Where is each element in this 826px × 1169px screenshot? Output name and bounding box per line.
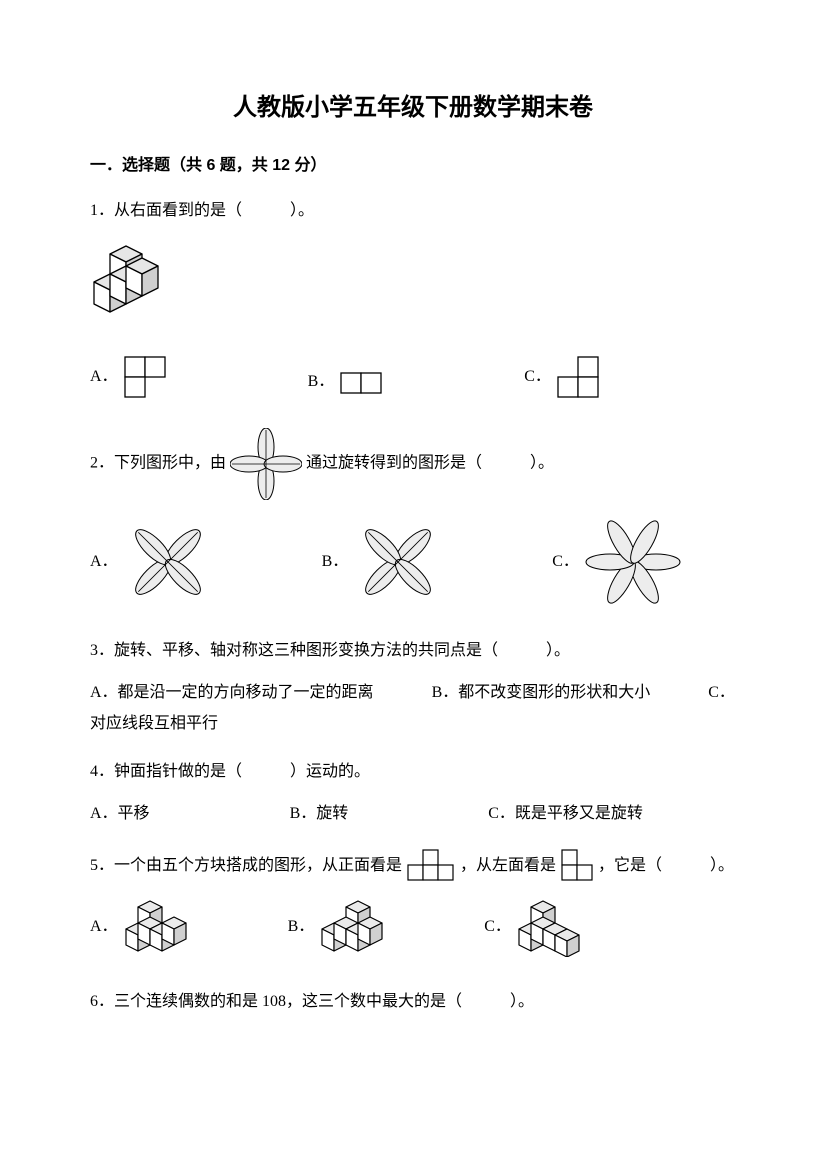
q3-b: B．都不改变图形的形状和大小 xyxy=(432,684,651,701)
q5-stem-post: ，它是（ ）。 xyxy=(598,857,734,874)
q4-a: A．平移 xyxy=(90,799,150,829)
q5-a-label: A． xyxy=(90,912,118,942)
q2-b-icon xyxy=(354,518,442,606)
q1-c-label: C． xyxy=(524,362,551,392)
q1-b-label: B． xyxy=(308,367,335,397)
q3-a: A．都是沿一定的方向移动了一定的距离 xyxy=(90,684,374,701)
q4-options: A．平移 B．旋转 C．既是平移又是旋转 xyxy=(90,799,736,829)
q4-stem: 4．钟面指针做的是（ ）运动的。 xyxy=(90,757,736,787)
q2-option-c: C． xyxy=(552,518,681,606)
q1-option-b: B． xyxy=(308,367,385,397)
question-1: 1．从右面看到的是（ ）。 xyxy=(90,196,736,398)
q2-c-label: C． xyxy=(552,547,579,577)
q5-front-view-icon xyxy=(406,849,456,883)
question-2: 2．下列图形中，由 通过旋转得到的图形是（ ）。 A． xyxy=(90,428,736,606)
question-6: 6．三个连续偶数的和是 108，这三个数中最大的是（ ）。 xyxy=(90,987,736,1017)
q5-b-icon xyxy=(320,897,404,957)
q1-figure xyxy=(90,244,736,325)
q5-left-view-icon xyxy=(560,849,594,883)
q5-c-icon xyxy=(517,897,601,957)
q5-options: A． xyxy=(90,897,736,957)
question-5: 5．一个由五个方块搭成的图形，从正面看是 ，从左面看是 ，它是 xyxy=(90,848,736,957)
q3-stem: 3．旋转、平移、轴对称这三种图形变换方法的共同点是（ ）。 xyxy=(90,636,736,666)
q1-option-c: C． xyxy=(524,356,601,398)
q5-a-icon xyxy=(124,897,208,957)
q2-stem: 2．下列图形中，由 通过旋转得到的图形是（ ）。 xyxy=(90,428,736,500)
q4-b: B．旋转 xyxy=(290,799,349,829)
q1-c-icon xyxy=(557,356,601,398)
q5-option-b: B． xyxy=(288,897,405,957)
q2-a-icon xyxy=(124,518,212,606)
q2-stem-pre: 2．下列图形中，由 xyxy=(90,454,226,471)
question-4: 4．钟面指针做的是（ ）运动的。 A．平移 B．旋转 C．既是平移又是旋转 xyxy=(90,757,736,830)
q2-a-label: A． xyxy=(90,547,118,577)
q3-options: A．都是沿一定的方向移动了一定的距离 B．都不改变图形的形状和大小 C．对应线段… xyxy=(90,678,736,739)
q5-stem: 5．一个由五个方块搭成的图形，从正面看是 ，从左面看是 ，它是 xyxy=(90,848,736,883)
page-title: 人教版小学五年级下册数学期末卷 xyxy=(90,90,736,126)
q2-c-icon xyxy=(585,518,681,606)
q5-option-a: A． xyxy=(90,897,208,957)
q2-stem-figure xyxy=(230,428,302,500)
q1-options: A． B． C． xyxy=(90,356,736,398)
q1-stem: 1．从右面看到的是（ ）。 xyxy=(90,196,736,226)
q5-b-label: B． xyxy=(288,912,315,942)
q4-c: C．既是平移又是旋转 xyxy=(488,799,643,829)
q1-b-icon xyxy=(340,372,384,394)
question-3: 3．旋转、平移、轴对称这三种图形变换方法的共同点是（ ）。 A．都是沿一定的方向… xyxy=(90,636,736,739)
q2-option-b: B． xyxy=(322,518,443,606)
q1-a-icon xyxy=(124,356,168,398)
q5-option-c: C． xyxy=(484,897,601,957)
q1-a-label: A． xyxy=(90,362,118,392)
q1-option-a: A． xyxy=(90,356,168,398)
q2-b-label: B． xyxy=(322,547,349,577)
q5-stem-pre: 5．一个由五个方块搭成的图形，从正面看是 xyxy=(90,857,402,874)
section-1-heading: 一．选择题（共 6 题，共 12 分） xyxy=(90,154,736,178)
q2-stem-post: 通过旋转得到的图形是（ ）。 xyxy=(306,454,554,471)
q5-c-label: C． xyxy=(484,912,511,942)
q5-stem-mid: ，从左面看是 xyxy=(460,857,556,874)
q6-stem: 6．三个连续偶数的和是 108，这三个数中最大的是（ ）。 xyxy=(90,987,736,1017)
q2-option-a: A． xyxy=(90,518,212,606)
q2-options: A． B． xyxy=(90,518,736,606)
